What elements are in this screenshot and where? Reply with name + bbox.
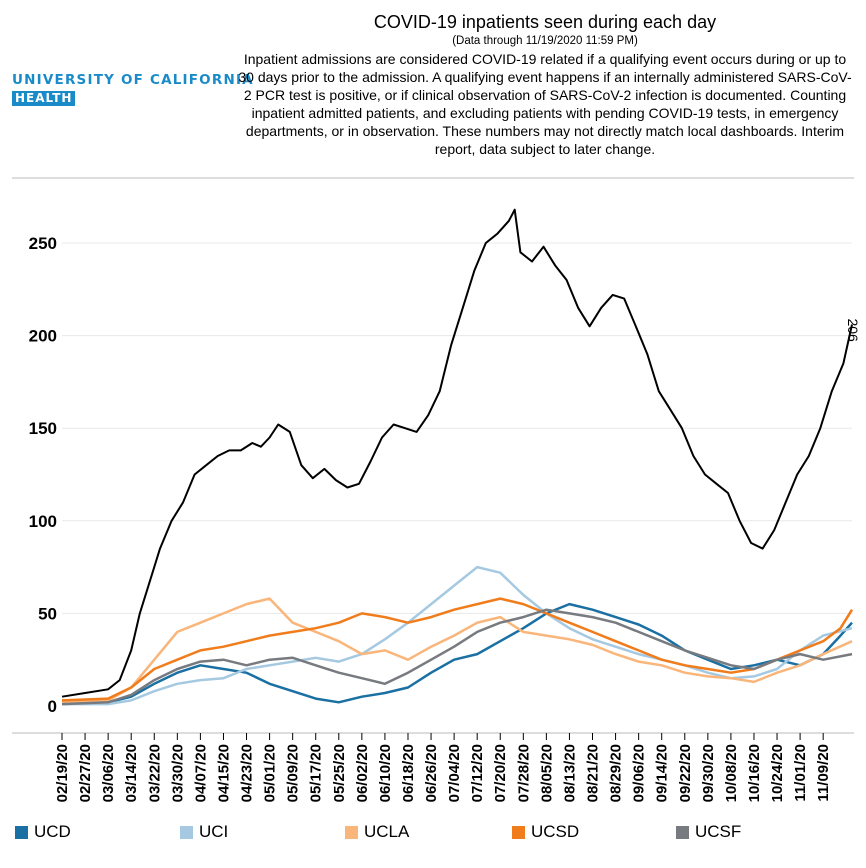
x-tick-label: 05/25/20 (331, 744, 348, 802)
x-tick-label: 03/30/20 (169, 744, 186, 802)
series-line-uci (62, 565, 853, 706)
legend-item-ucd: UCD (15, 822, 71, 842)
y-axis: 0 50 100 150 200 250 (12, 234, 854, 734)
logo-health-text: HEALTH (12, 91, 76, 106)
x-tick-label: 03/14/20 (123, 744, 140, 802)
legend-label: UCLA (364, 822, 410, 841)
y-tick-label: 150 (29, 419, 57, 438)
x-tick-label: 03/06/20 (100, 744, 117, 802)
end-value-label: 206 (845, 318, 861, 342)
y-tick-label: 0 (48, 697, 57, 716)
x-tick-label: 08/21/20 (585, 744, 602, 802)
x-tick-label: 06/10/20 (377, 744, 394, 802)
x-tick-label: 07/12/20 (469, 744, 486, 802)
series-line-ucsd (61, 597, 854, 702)
x-tick-label: 04/15/20 (215, 744, 232, 802)
x-tick-label: 04/07/20 (192, 744, 209, 802)
legend-item-ucla: UCLA (345, 822, 409, 842)
legend-label: UCI (199, 822, 229, 841)
x-tick-label: 11/09/20 (815, 744, 832, 802)
y-tick-label: 250 (29, 234, 57, 253)
y-tick-label: 50 (38, 604, 57, 623)
gridlines (62, 242, 852, 614)
legend-swatch (15, 825, 28, 839)
x-tick-label: 09/14/20 (654, 744, 671, 802)
chart-subtitle: (Data through 11/19/2020 11:59 PM) (452, 35, 638, 47)
x-tick-label: 04/23/20 (239, 744, 256, 802)
series-line-ucd (61, 602, 853, 706)
x-axis: 02/19/20 02/27/20 03/06/20 03/14/20 03/22/20… (54, 733, 832, 802)
chart-note: Inpatient admissions are considered COVI… (238, 51, 852, 157)
legend-swatch (676, 825, 689, 839)
x-tick-label: 10/08/20 (723, 744, 740, 802)
series-line-ucsf (61, 608, 853, 706)
series-line-total (61, 208, 853, 698)
legend: UCD UCI UCLA UCSD UCSF (0, 822, 866, 844)
series-lines (61, 208, 854, 706)
x-tick-label: 07/04/20 (446, 744, 463, 802)
x-tick-label: 02/27/20 (77, 744, 94, 802)
x-tick-label: 08/29/20 (608, 744, 625, 802)
x-tick-label: 09/30/20 (700, 744, 717, 802)
legend-swatch (345, 825, 358, 839)
legend-label: UCSD (531, 822, 580, 841)
x-tick-label: 05/01/20 (262, 744, 279, 802)
x-tick-label: 06/02/20 (354, 744, 371, 802)
x-tick-label: 07/28/20 (515, 744, 532, 802)
x-tick-label: 11/01/20 (792, 744, 809, 802)
legend-item-ucsf: UCSF (676, 822, 741, 842)
legend-swatch (180, 825, 193, 839)
x-tick-label: 06/26/20 (423, 744, 440, 802)
x-tick-label: 10/24/20 (769, 744, 786, 802)
x-tick-label: 09/06/20 (631, 744, 648, 802)
y-tick-label: 100 (29, 512, 57, 531)
x-tick-label: 06/18/20 (400, 744, 417, 802)
x-tick-label: 03/22/20 (146, 744, 163, 802)
x-tick-label: 10/16/20 (746, 744, 763, 802)
x-tick-label: 08/05/20 (538, 744, 555, 802)
logo-university-text: UNIVERSITY OF CALIFORNIA (12, 72, 254, 88)
data-labels: 206 (845, 318, 861, 342)
chart-title: COVID-19 inpatients seen during each day (373, 12, 717, 32)
x-tick-label: 05/09/20 (285, 744, 302, 802)
series-line-ucla (61, 597, 853, 704)
legend-item-ucsd: UCSD (512, 822, 579, 842)
x-tick-label: 05/17/20 (308, 744, 325, 802)
legend-swatch (512, 825, 525, 839)
legend-label: UCD (34, 822, 71, 841)
legend-label: UCSF (695, 822, 742, 841)
x-tick-label: 09/22/20 (677, 744, 694, 802)
x-tick-label: 08/13/20 (561, 744, 578, 802)
uc-health-logo: UNIVERSITY OF CALIFORNIA HEALTH (12, 72, 254, 107)
x-tick-label: 02/19/20 (54, 744, 71, 802)
y-tick-label: 200 (29, 327, 57, 346)
x-tick-label: 07/20/20 (492, 744, 509, 802)
legend-item-uci: UCI (180, 822, 228, 842)
